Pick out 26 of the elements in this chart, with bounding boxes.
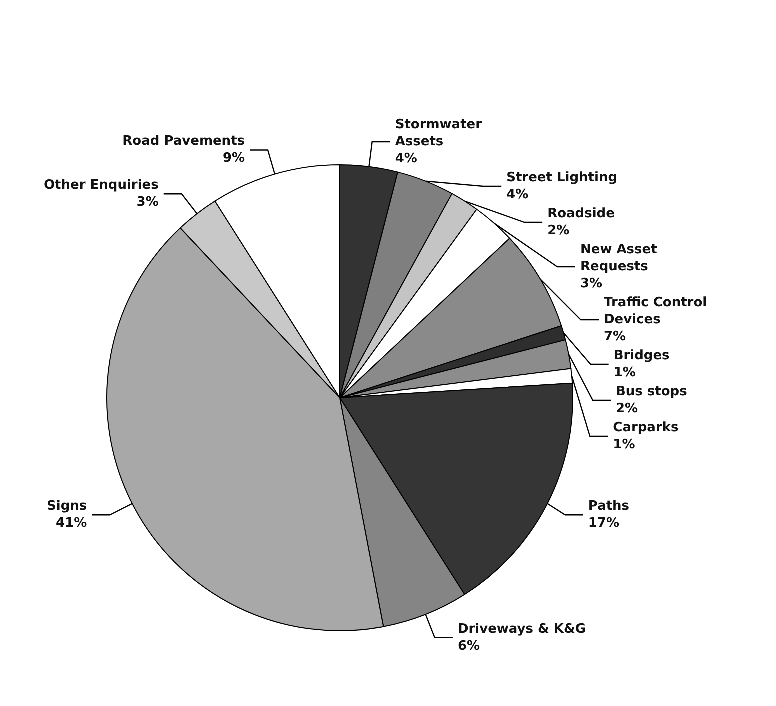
slice-label: Carparks xyxy=(613,420,680,436)
slice-label: Signs xyxy=(46,499,88,514)
data-label: 3% xyxy=(580,276,603,292)
data-label: 17% xyxy=(588,516,620,532)
slice-label: Road Pavements xyxy=(122,134,246,150)
data-label: 2% xyxy=(548,224,570,239)
slice-label: Street Lighting xyxy=(506,170,618,186)
data-label: 4% xyxy=(395,152,418,167)
data-label: 41% xyxy=(56,516,88,532)
data-label: 9% xyxy=(222,151,246,166)
data-label: 2% xyxy=(616,402,638,417)
slice-label: New Asset Requests xyxy=(580,242,662,275)
data-label: 3% xyxy=(136,195,159,210)
slice-label: Other Enquiries xyxy=(44,178,160,194)
slice-label: Bridges xyxy=(614,348,670,364)
data-label: 6% xyxy=(458,638,480,654)
data-label: 1% xyxy=(614,366,636,381)
slice-label: Stormwater Assets xyxy=(395,118,487,150)
slice-label: Roadside xyxy=(548,206,616,222)
data-label: 1% xyxy=(613,438,636,453)
slice-label: Bus stops xyxy=(616,384,688,400)
slice-label: Driveways & K&G xyxy=(458,622,586,637)
slice-label: Traffic Control Devices xyxy=(604,296,712,328)
data-label: 4% xyxy=(506,188,529,203)
slice-label: Paths xyxy=(588,499,630,514)
data-label: 7% xyxy=(604,330,626,345)
